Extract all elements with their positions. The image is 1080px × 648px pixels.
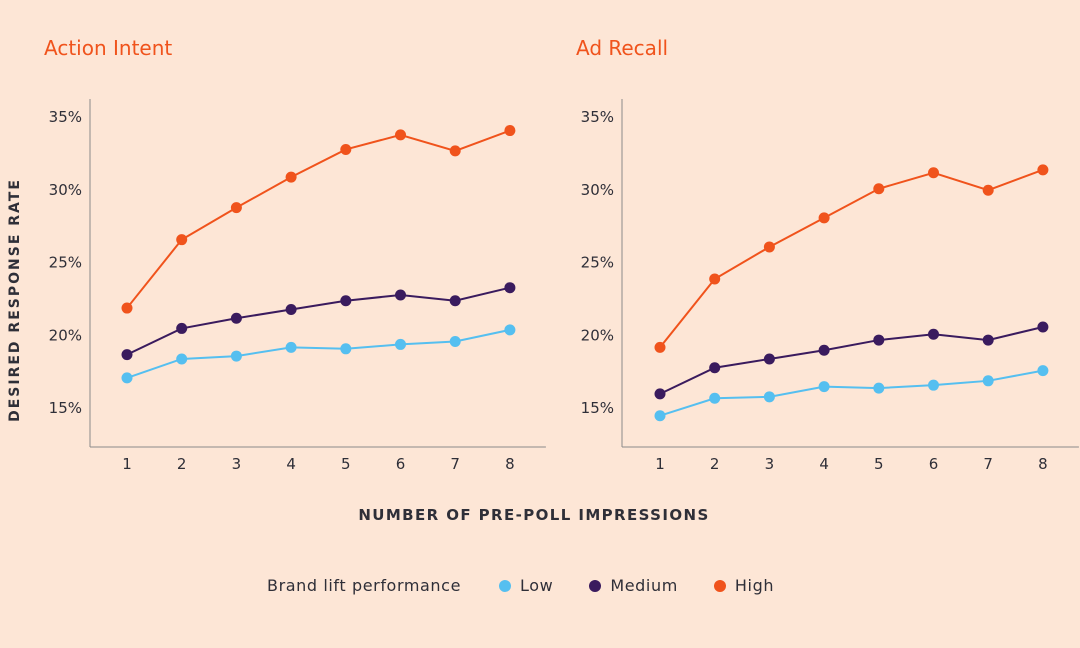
- data-point-high: [873, 183, 885, 195]
- data-point-medium: [763, 353, 775, 365]
- data-point-high: [818, 212, 830, 224]
- x-tick-label: 1: [655, 455, 665, 473]
- y-tick-label: 15%: [49, 399, 82, 417]
- x-tick-label: 5: [874, 455, 884, 473]
- data-point-medium: [982, 334, 994, 346]
- series-line-medium: [126, 286, 511, 356]
- data-point-low: [763, 391, 775, 403]
- x-tick-label: 8: [1038, 455, 1048, 473]
- legend-item-high: High: [713, 576, 775, 595]
- data-point-low: [1037, 365, 1049, 377]
- data-point-medium: [928, 328, 939, 340]
- x-tick-label: 4: [286, 455, 296, 473]
- data-point-high: [1037, 164, 1049, 176]
- data-point-medium: [504, 282, 516, 294]
- series-line-high: [126, 129, 511, 309]
- data-point-low: [504, 324, 516, 336]
- data-point-medium: [654, 388, 666, 400]
- y-tick-label: 15%: [581, 399, 614, 417]
- data-point-low: [340, 343, 352, 355]
- legend-marker-medium: [589, 579, 602, 592]
- data-point-low: [395, 338, 406, 350]
- data-point-high: [449, 145, 461, 157]
- legend-item-medium: Medium: [589, 576, 678, 595]
- data-point-low: [230, 350, 242, 362]
- legend-label-medium: Medium: [610, 576, 678, 595]
- x-tick-label: 3: [232, 455, 242, 473]
- data-point-high: [395, 129, 406, 141]
- legend-item-low: Low: [499, 576, 553, 595]
- data-point-high: [654, 341, 666, 353]
- x-tick-label: 7: [450, 455, 460, 473]
- data-point-low: [873, 382, 885, 394]
- data-point-low: [449, 336, 461, 348]
- data-point-low: [285, 341, 297, 353]
- legend: Brand lift performance Low Medium High: [267, 576, 810, 595]
- y-tick-label: 35%: [581, 108, 614, 126]
- data-point-medium: [230, 312, 242, 324]
- series-line-medium: [659, 326, 1044, 395]
- y-axis-label: DESIRED RESPONSE RATE: [7, 178, 23, 422]
- legend-marker-low: [499, 579, 512, 592]
- data-point-medium: [449, 295, 461, 307]
- series-line-high: [659, 168, 1044, 348]
- x-tick-label: 8: [505, 455, 515, 473]
- x-tick-label: 5: [341, 455, 351, 473]
- x-tick-label: 6: [396, 455, 406, 473]
- series-line-low: [659, 369, 1044, 417]
- data-point-high: [230, 202, 242, 214]
- data-point-medium: [121, 349, 133, 361]
- data-point-medium: [176, 322, 188, 334]
- data-point-low: [818, 381, 830, 393]
- legend-title: Brand lift performance: [267, 576, 462, 595]
- plot-panel-action-intent: 15% 20% 25% 30% 35% 1 2 3 4 5 6 7 8: [49, 99, 546, 473]
- y-tick-label: 35%: [49, 108, 82, 126]
- data-point-low: [654, 410, 666, 422]
- y-tick-label: 20%: [49, 326, 82, 344]
- chart-title-ad-recall: Ad Recall: [576, 36, 669, 60]
- data-point-high: [340, 143, 352, 155]
- data-point-high: [176, 234, 188, 246]
- data-point-low: [121, 372, 133, 384]
- x-tick-label: 6: [929, 455, 939, 473]
- chart-title-action-intent: Action Intent: [44, 36, 173, 60]
- x-tick-label: 3: [765, 455, 775, 473]
- x-tick-label: 2: [177, 455, 187, 473]
- data-point-medium: [818, 344, 830, 356]
- data-point-high: [121, 302, 133, 314]
- y-tick-label: 30%: [581, 181, 614, 199]
- data-point-medium: [395, 289, 406, 301]
- series-line-low: [126, 328, 511, 379]
- data-point-high: [504, 125, 516, 137]
- legend-label-low: Low: [520, 576, 554, 595]
- y-tick-label: 30%: [49, 181, 82, 199]
- data-point-medium: [873, 334, 885, 346]
- data-point-medium: [1037, 321, 1049, 333]
- legend-marker-high: [713, 579, 726, 592]
- data-point-medium: [285, 304, 297, 316]
- plot-panel-ad-recall: 15% 20% 25% 30% 35% 1 2 3 4 5 6 7 8: [581, 99, 1079, 473]
- x-axis-label: NUMBER OF PRE-POLL IMPRESSIONS: [358, 506, 709, 524]
- y-tick-label: 20%: [581, 326, 614, 344]
- x-tick-label: 2: [710, 455, 720, 473]
- data-point-high: [928, 167, 939, 179]
- x-tick-label: 4: [819, 455, 829, 473]
- data-point-low: [709, 392, 721, 404]
- data-point-high: [709, 273, 721, 285]
- x-tick-label: 1: [122, 455, 132, 473]
- data-point-low: [176, 353, 188, 365]
- data-point-medium: [709, 362, 721, 374]
- data-point-medium: [340, 295, 352, 307]
- data-point-high: [763, 241, 775, 253]
- x-tick-label: 7: [983, 455, 993, 473]
- data-point-low: [982, 375, 994, 387]
- y-tick-label: 25%: [581, 254, 614, 272]
- data-point-high: [285, 171, 297, 183]
- y-tick-label: 25%: [49, 254, 82, 272]
- data-point-low: [928, 379, 939, 391]
- legend-label-high: High: [734, 576, 775, 595]
- data-point-high: [982, 184, 994, 196]
